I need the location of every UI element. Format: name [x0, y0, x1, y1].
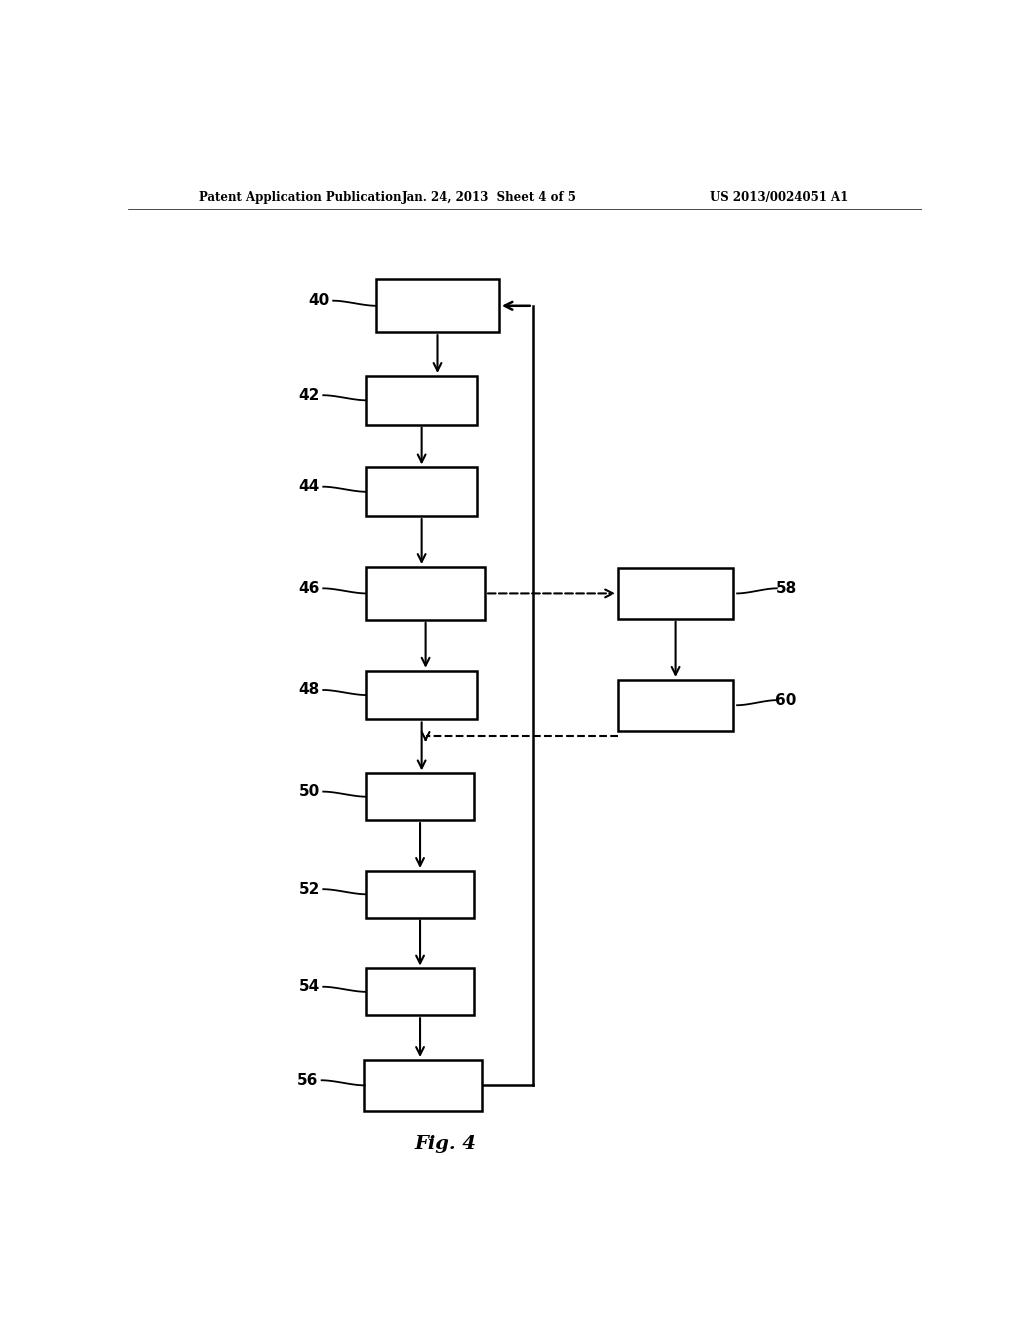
Bar [367, 871, 474, 917]
Text: Jan. 24, 2013  Sheet 4 of 5: Jan. 24, 2013 Sheet 4 of 5 [401, 190, 577, 203]
Text: 52: 52 [299, 882, 319, 896]
Bar [376, 280, 499, 333]
Bar [367, 568, 485, 620]
Bar [618, 680, 733, 731]
Text: 46: 46 [299, 581, 319, 595]
Text: 44: 44 [299, 479, 319, 494]
Text: 40: 40 [308, 293, 330, 308]
Bar [367, 376, 477, 425]
Bar [618, 568, 733, 619]
Text: 58: 58 [775, 581, 797, 595]
Text: 50: 50 [299, 784, 319, 799]
Text: 54: 54 [299, 979, 319, 994]
Text: Fig. 4: Fig. 4 [415, 1135, 476, 1154]
Bar [367, 774, 474, 820]
Bar [367, 671, 477, 719]
Text: 60: 60 [775, 693, 797, 708]
Bar [365, 1060, 482, 1110]
Text: Patent Application Publication: Patent Application Publication [200, 190, 402, 203]
Text: 48: 48 [299, 682, 319, 697]
Text: US 2013/0024051 A1: US 2013/0024051 A1 [710, 190, 848, 203]
Bar [367, 467, 477, 516]
Text: 56: 56 [297, 1073, 318, 1088]
Bar [367, 969, 474, 1015]
Text: 42: 42 [299, 388, 319, 403]
